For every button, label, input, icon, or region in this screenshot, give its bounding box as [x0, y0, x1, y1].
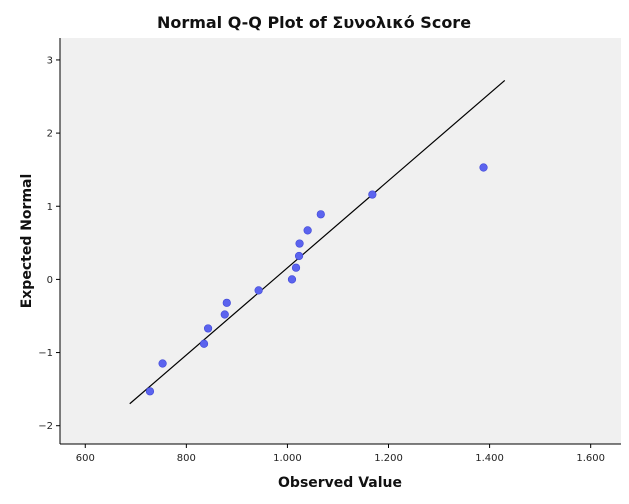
data-point — [303, 226, 312, 235]
data-point — [203, 324, 213, 333]
y-tick-label: 1 — [47, 202, 53, 213]
x-tick-label: 1.400 — [475, 453, 504, 464]
x-tick-label: 1.200 — [374, 453, 403, 464]
data-points — [145, 163, 488, 396]
y-axis-label: Expected Normal — [19, 174, 35, 309]
reference-line — [129, 79, 506, 405]
plot-area — [60, 38, 621, 444]
reference-line-group — [129, 79, 506, 405]
x-axis-ticks: 600 800 1.000 1.200 1.400 1.600 — [76, 444, 605, 464]
data-point — [294, 251, 304, 261]
data-point — [158, 359, 167, 368]
data-point — [145, 387, 155, 396]
data-point — [222, 298, 231, 307]
data-point — [479, 163, 488, 172]
x-axis-label: Observed Value — [278, 475, 402, 491]
y-tick-label: −1 — [38, 348, 53, 359]
y-tick-label: 0 — [47, 275, 53, 286]
chart-title: Normal Q-Q Plot of Συνολικό Score — [157, 13, 471, 32]
y-tick-label: 2 — [47, 129, 53, 140]
x-tick-label: 600 — [76, 453, 95, 464]
data-point — [199, 339, 209, 348]
x-tick-label: 1.000 — [273, 453, 302, 464]
x-tick-label: 1.600 — [576, 453, 605, 464]
data-point — [291, 263, 301, 272]
y-tick-label: 3 — [47, 55, 53, 66]
data-point — [254, 286, 263, 295]
data-point — [316, 210, 325, 219]
data-point — [287, 275, 297, 284]
y-axis-ticks: −2 −1 0 1 2 3 — [38, 55, 60, 432]
data-point — [295, 239, 304, 248]
data-point — [368, 190, 377, 199]
data-point — [220, 310, 229, 319]
axes — [59, 38, 621, 445]
y-tick-label: −2 — [38, 421, 53, 432]
x-tick-label: 800 — [177, 453, 196, 464]
